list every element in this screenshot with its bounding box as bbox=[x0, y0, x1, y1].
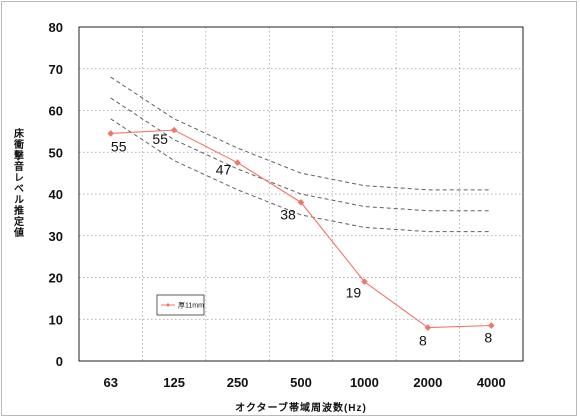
data-point bbox=[107, 130, 115, 137]
y-tick-label: 30 bbox=[49, 229, 63, 244]
reference-curves bbox=[110, 76, 492, 233]
y-tick-labels: 0 10 20 30 40 50 60 70 80 bbox=[49, 20, 63, 369]
y-tick-label: 80 bbox=[49, 20, 63, 35]
reference-curve-3 bbox=[110, 118, 492, 233]
data-label: 19 bbox=[346, 285, 362, 301]
y-tick-label: 50 bbox=[49, 145, 63, 160]
y-tick-label: 20 bbox=[49, 271, 63, 286]
plot-area bbox=[78, 26, 524, 362]
measured-series bbox=[107, 126, 495, 331]
x-tick-label: 4000 bbox=[477, 375, 506, 390]
reference-curve-2 bbox=[110, 97, 492, 212]
data-label: 47 bbox=[216, 162, 232, 178]
data-label: 8 bbox=[419, 333, 427, 349]
data-label: 8 bbox=[484, 330, 492, 346]
data-labels: 55 55 47 38 19 8 8 bbox=[111, 131, 492, 348]
y-axis-title: 床衝撃音レベル推定値 bbox=[12, 127, 25, 238]
data-point bbox=[170, 126, 178, 134]
y-tick-label: 40 bbox=[49, 187, 63, 202]
x-tick-labels: 63 125 250 500 1000 2000 4000 bbox=[103, 375, 505, 390]
x-tick-label: 2000 bbox=[413, 375, 442, 390]
data-label: 55 bbox=[152, 131, 168, 147]
x-tick-label: 500 bbox=[290, 375, 312, 390]
data-label: 38 bbox=[280, 206, 296, 222]
legend: 厚11mm bbox=[156, 294, 205, 316]
legend-label: 厚11mm bbox=[178, 302, 204, 310]
y-tick-label: 70 bbox=[49, 62, 63, 77]
y-tick-label: 60 bbox=[49, 104, 63, 119]
x-tick-label: 125 bbox=[163, 375, 185, 390]
data-point bbox=[487, 322, 495, 329]
legend-marker bbox=[166, 303, 170, 307]
data-point bbox=[234, 159, 241, 166]
x-tick-label: 250 bbox=[227, 375, 249, 390]
reference-curve-1 bbox=[110, 76, 492, 191]
x-axis-title: オクターブ帯域周波数(Hz) bbox=[235, 401, 367, 414]
data-point bbox=[361, 278, 368, 285]
data-point bbox=[297, 199, 305, 206]
legend-box bbox=[156, 294, 205, 316]
y-tick-label: 10 bbox=[49, 312, 63, 327]
data-point bbox=[424, 324, 432, 331]
x-tick-label: 1000 bbox=[350, 375, 379, 390]
x-tick-label: 63 bbox=[103, 375, 117, 390]
data-label: 55 bbox=[111, 138, 127, 154]
y-tick-label: 0 bbox=[56, 354, 63, 369]
